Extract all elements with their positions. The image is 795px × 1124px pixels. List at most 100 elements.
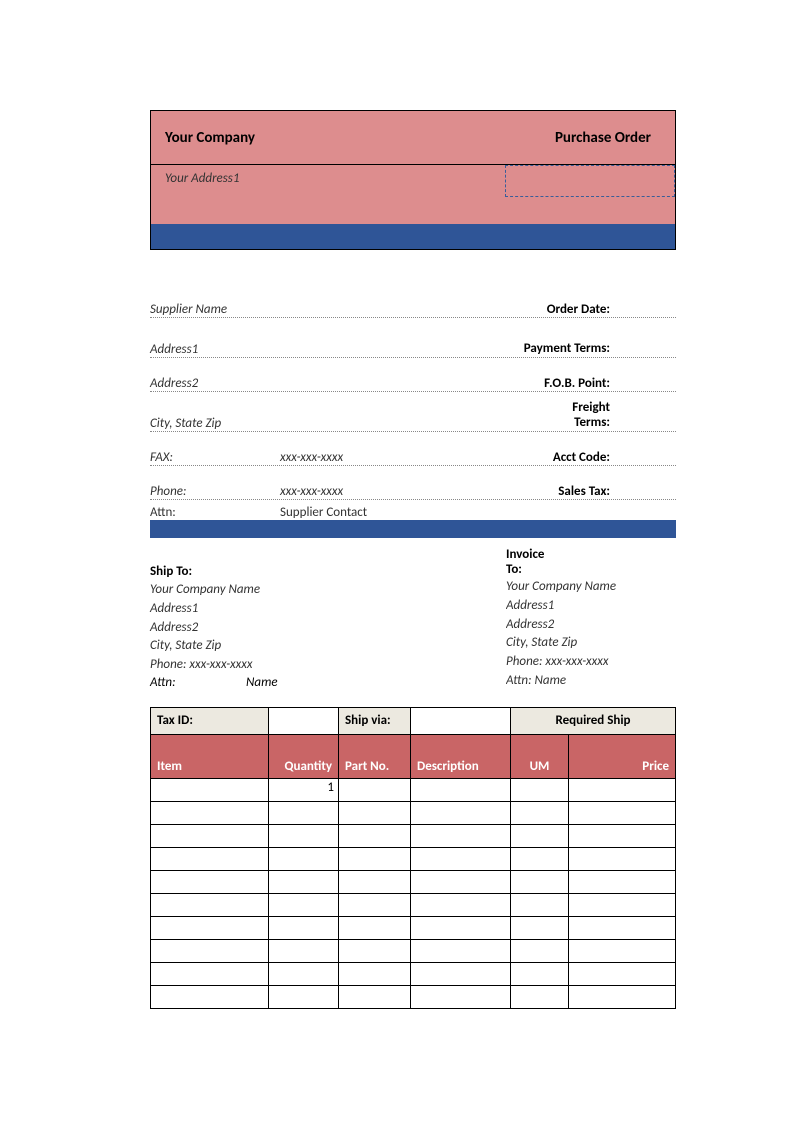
payment-terms-label: Payment Terms: bbox=[420, 342, 616, 357]
items-table-header: Item Quantity Part No. Description UM Pr… bbox=[150, 735, 676, 779]
table-cell[interactable] bbox=[269, 825, 339, 847]
table-cell[interactable] bbox=[569, 848, 675, 870]
invoice-to-address1: Address1 bbox=[506, 597, 676, 616]
table-cell[interactable] bbox=[339, 940, 411, 962]
ship-to-col: Ship To: Your Company Name Address1 Addr… bbox=[150, 548, 506, 691]
fax-value: xxx-xxx-xxxx bbox=[280, 450, 420, 465]
invoice-to-company: Your Company Name bbox=[506, 578, 676, 597]
table-cell[interactable] bbox=[511, 894, 569, 916]
table-cell[interactable] bbox=[269, 848, 339, 870]
invoice-to-heading: InvoiceTo: bbox=[506, 548, 676, 578]
table-cell[interactable] bbox=[151, 986, 269, 1008]
table-cell[interactable] bbox=[511, 963, 569, 985]
table-cell[interactable] bbox=[511, 871, 569, 893]
table-cell[interactable] bbox=[339, 894, 411, 916]
table-cell[interactable] bbox=[411, 825, 511, 847]
table-cell[interactable] bbox=[151, 871, 269, 893]
table-cell[interactable] bbox=[269, 894, 339, 916]
po-number-box[interactable] bbox=[505, 165, 675, 197]
table-cell[interactable] bbox=[569, 917, 675, 939]
table-cell[interactable] bbox=[569, 825, 675, 847]
table-cell[interactable] bbox=[151, 848, 269, 870]
table-cell[interactable] bbox=[411, 779, 511, 801]
invoice-to-phone: Phone: xxx-xxx-xxxx bbox=[506, 653, 676, 672]
table-cell[interactable] bbox=[511, 802, 569, 824]
ship-to-address2: Address2 bbox=[150, 619, 506, 638]
col-um: UM bbox=[511, 735, 569, 778]
table-row bbox=[150, 917, 676, 940]
ship-to-company: Your Company Name bbox=[150, 581, 506, 600]
table-cell[interactable] bbox=[269, 940, 339, 962]
col-description: Description bbox=[411, 735, 511, 778]
supplier-name-label: Supplier Name bbox=[150, 302, 280, 317]
table-cell[interactable] bbox=[339, 848, 411, 870]
table-cell[interactable] bbox=[151, 917, 269, 939]
table-cell[interactable] bbox=[411, 940, 511, 962]
table-cell[interactable] bbox=[411, 986, 511, 1008]
table-cell[interactable] bbox=[511, 940, 569, 962]
header-subband: Your Address1 bbox=[150, 164, 676, 224]
table-cell[interactable] bbox=[569, 802, 675, 824]
supplier-address1-label: Address1 bbox=[150, 342, 280, 357]
table-cell[interactable] bbox=[411, 894, 511, 916]
ship-via-label: Ship via: bbox=[339, 708, 411, 734]
fax-label: FAX: bbox=[150, 450, 280, 465]
table-cell[interactable] bbox=[569, 963, 675, 985]
table-cell[interactable] bbox=[339, 963, 411, 985]
table-cell[interactable] bbox=[151, 894, 269, 916]
tax-id-value[interactable] bbox=[269, 708, 339, 734]
table-row bbox=[150, 848, 676, 871]
table-cell[interactable] bbox=[411, 963, 511, 985]
col-price: Price bbox=[569, 735, 675, 778]
table-cell[interactable] bbox=[339, 917, 411, 939]
table-cell[interactable] bbox=[511, 848, 569, 870]
table-cell[interactable] bbox=[569, 940, 675, 962]
table-cell[interactable] bbox=[151, 825, 269, 847]
table-cell[interactable] bbox=[569, 894, 675, 916]
table-cell[interactable] bbox=[151, 802, 269, 824]
shipto-invoiceto-block: Ship To: Your Company Name Address1 Addr… bbox=[150, 548, 676, 691]
table-cell[interactable] bbox=[151, 963, 269, 985]
table-cell[interactable] bbox=[569, 871, 675, 893]
blue-bar bbox=[150, 224, 676, 250]
invoice-to-address2: Address2 bbox=[506, 616, 676, 635]
table-cell[interactable] bbox=[569, 986, 675, 1008]
table-cell[interactable] bbox=[339, 871, 411, 893]
table-cell[interactable] bbox=[339, 779, 411, 801]
table-cell[interactable] bbox=[411, 802, 511, 824]
table-cell[interactable] bbox=[339, 802, 411, 824]
table-cell[interactable] bbox=[151, 940, 269, 962]
required-ship-label: Required Ship bbox=[511, 708, 675, 734]
table-cell[interactable] bbox=[269, 986, 339, 1008]
table-cell[interactable] bbox=[411, 848, 511, 870]
table-cell[interactable] bbox=[511, 986, 569, 1008]
table-cell[interactable] bbox=[511, 917, 569, 939]
table-cell[interactable] bbox=[151, 779, 269, 801]
blue-bar-2 bbox=[150, 520, 676, 538]
col-partno: Part No. bbox=[339, 735, 411, 778]
table-cell[interactable] bbox=[411, 871, 511, 893]
details-block: Supplier Name Order Date: Address1 Payme… bbox=[150, 284, 676, 520]
supplier-csz-label: City, State Zip bbox=[150, 416, 280, 431]
table-row: 1 bbox=[150, 779, 676, 802]
table-cell[interactable] bbox=[339, 986, 411, 1008]
table-row bbox=[150, 871, 676, 894]
doc-title: Purchase Order bbox=[555, 129, 661, 147]
table-cell[interactable]: 1 bbox=[269, 779, 339, 801]
table-cell[interactable] bbox=[269, 963, 339, 985]
col-item: Item bbox=[151, 735, 269, 778]
ship-to-csz: City, State Zip bbox=[150, 637, 506, 656]
table-cell[interactable] bbox=[339, 825, 411, 847]
table-cell[interactable] bbox=[269, 917, 339, 939]
table-row bbox=[150, 940, 676, 963]
table-cell[interactable] bbox=[411, 917, 511, 939]
table-cell[interactable] bbox=[569, 779, 675, 801]
table-cell[interactable] bbox=[511, 779, 569, 801]
ship-to-attn-label: Attn: bbox=[150, 675, 246, 690]
table-cell[interactable] bbox=[269, 802, 339, 824]
table-cell[interactable] bbox=[269, 871, 339, 893]
table-cell[interactable] bbox=[511, 825, 569, 847]
ship-via-value[interactable] bbox=[411, 708, 511, 734]
attn-value: Supplier Contact bbox=[280, 505, 420, 520]
phone-label: Phone: bbox=[150, 484, 280, 499]
